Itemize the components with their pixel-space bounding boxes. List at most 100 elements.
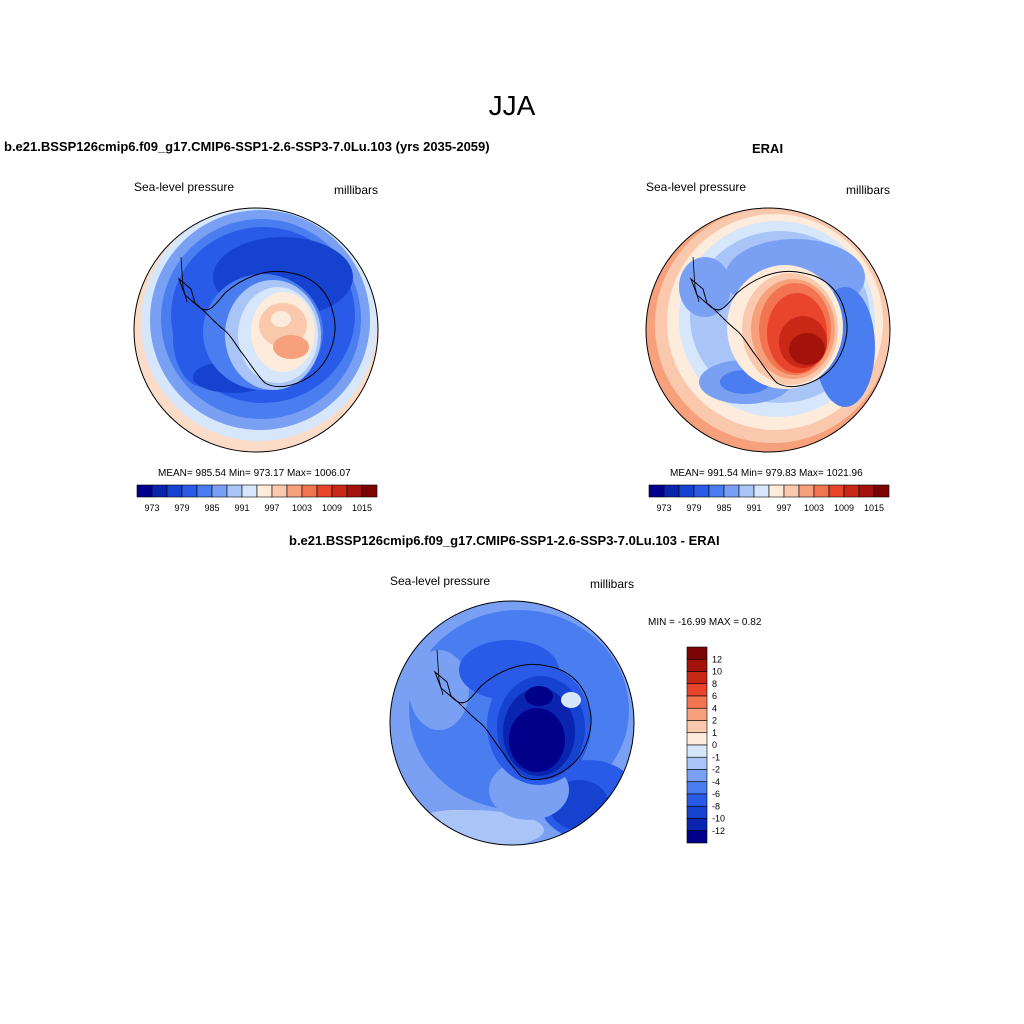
- panel1-polar-map: [133, 207, 379, 453]
- colorbar-tick-label: 1003: [804, 503, 824, 513]
- colorbar-tick-label: 985: [716, 503, 731, 513]
- colorbar-cell: [843, 484, 860, 498]
- colorbar-tick-label: 991: [234, 503, 249, 513]
- colorbar-cell: [686, 793, 708, 807]
- colorbar-cell: [226, 484, 243, 498]
- colorbar-tick-labels: 973 979 985 991 997 1003 1009 1015: [144, 503, 372, 513]
- panel1-colorbar: 973 979 985 991 997 1003 1009 1015: [136, 484, 378, 513]
- colorbar-cell: [686, 683, 708, 697]
- colorbar-cell: [196, 484, 213, 498]
- colorbar-cell: [708, 484, 725, 498]
- colorbar-tick-label: 985: [204, 503, 219, 513]
- colorbar-tick-label: 1015: [864, 503, 884, 513]
- colorbar-cell: [828, 484, 845, 498]
- colorbar-cell: [271, 484, 288, 498]
- colorbar-tick-label: 979: [174, 503, 189, 513]
- colorbar-cell: [346, 484, 363, 498]
- colorbar-tick-label: -10: [712, 814, 725, 824]
- colorbar-tick-label: 12: [712, 654, 722, 664]
- colorbar-tick-label: 973: [144, 503, 159, 513]
- colorbar-cell: [753, 484, 770, 498]
- colorbar-cell: [813, 484, 830, 498]
- colorbar-cell: [663, 484, 680, 498]
- colorbar-tick-label: 997: [776, 503, 791, 513]
- colorbar-tick-label: 0: [712, 740, 717, 750]
- colorbar-cell: [686, 805, 708, 819]
- colorbar-cell: [686, 707, 708, 721]
- colorbar-tick-label: 6: [712, 691, 717, 701]
- colorbar-tick-label: 1015: [352, 503, 372, 513]
- colorbar-cell: [873, 484, 890, 498]
- colorbar-cell: [181, 484, 198, 498]
- colorbar-cells: [648, 484, 890, 498]
- panel1-title: b.e21.BSSP126cmip6.f09_g17.CMIP6-SSP1-2.…: [4, 139, 490, 154]
- colorbar-tick-label: 997: [264, 503, 279, 513]
- figure-title: JJA: [488, 90, 536, 121]
- colorbar-tick-label: -8: [712, 801, 720, 811]
- colorbar-tick-label: 979: [686, 503, 701, 513]
- colorbar-tick-label: 973: [656, 503, 671, 513]
- panel2-stats: MEAN= 991.54 Min= 979.83 Max= 1021.96: [670, 468, 863, 479]
- colorbar-tick-label: 1: [712, 728, 717, 738]
- panel3-units-label: millibars: [590, 577, 635, 591]
- colorbar-tick-label: 1009: [322, 503, 342, 513]
- colorbar-cell: [686, 818, 708, 832]
- colorbar-tick-label: -2: [712, 765, 720, 775]
- colorbar-cell: [686, 769, 708, 783]
- colorbar-tick-label: -4: [712, 777, 720, 787]
- colorbar-cell: [256, 484, 273, 498]
- colorbar-tick-label: 8: [712, 679, 717, 689]
- colorbar-cell: [783, 484, 800, 498]
- panel3-difference-map: [389, 600, 635, 846]
- colorbar-cell: [798, 484, 815, 498]
- panel3-stats: MIN = -16.99 MAX = 0.82: [648, 617, 762, 628]
- colorbar-cell: [286, 484, 303, 498]
- colorbar-cell: [166, 484, 183, 498]
- colorbar-cell: [686, 756, 708, 770]
- colorbar-cell: [151, 484, 168, 498]
- panel2-units-label: millibars: [846, 183, 891, 197]
- colorbar-cell: [686, 720, 708, 734]
- panel1-variable-label: Sea-level pressure: [134, 180, 235, 194]
- panel2-title: ERAI: [752, 141, 784, 156]
- colorbar-tick-label: 1003: [292, 503, 312, 513]
- colorbar-cell: [686, 646, 708, 660]
- colorbar-cell: [768, 484, 785, 498]
- colorbar-cell: [686, 830, 708, 844]
- colorbar-cell: [241, 484, 258, 498]
- colorbar-tick-labels: 973 979 985 991 997 1003 1009 1015: [656, 503, 884, 513]
- colorbar-cell: [678, 484, 695, 498]
- colorbar-cell: [738, 484, 755, 498]
- colorbar-cell: [686, 732, 708, 746]
- colorbar-tick-label: 10: [712, 667, 722, 677]
- colorbar-cells: [686, 646, 708, 844]
- colorbar-tick-label: -1: [712, 752, 720, 762]
- panel3-title: b.e21.BSSP126cmip6.f09_g17.CMIP6-SSP1-2.…: [289, 533, 720, 548]
- colorbar-cell: [648, 484, 665, 498]
- colorbar-cell: [361, 484, 378, 498]
- panel2-polar-map: [645, 207, 891, 453]
- panel3-variable-label: Sea-level pressure: [390, 574, 491, 588]
- colorbar-cell: [693, 484, 710, 498]
- colorbar-tick-label: 4: [712, 703, 717, 713]
- colorbar-cell: [686, 781, 708, 795]
- colorbar-tick-label: 1009: [834, 503, 854, 513]
- colorbar-cell: [136, 484, 153, 498]
- colorbar-cell: [686, 671, 708, 685]
- colorbar-cell: [686, 658, 708, 672]
- colorbar-cell: [211, 484, 228, 498]
- colorbar-tick-label: 991: [746, 503, 761, 513]
- colorbar-tick-label: -12: [712, 826, 725, 836]
- colorbar-tick-label: -6: [712, 789, 720, 799]
- colorbar-cell: [723, 484, 740, 498]
- colorbar-cell: [858, 484, 875, 498]
- colorbar-cell: [331, 484, 348, 498]
- panel2-variable-label: Sea-level pressure: [646, 180, 747, 194]
- panel1-stats: MEAN= 985.54 Min= 973.17 Max= 1006.07: [158, 468, 351, 479]
- colorbar-tick-label: 2: [712, 716, 717, 726]
- colorbar-cell: [316, 484, 333, 498]
- colorbar-cell: [686, 695, 708, 709]
- panel2-colorbar: 973 979 985 991 997 1003 1009 1015: [648, 484, 890, 513]
